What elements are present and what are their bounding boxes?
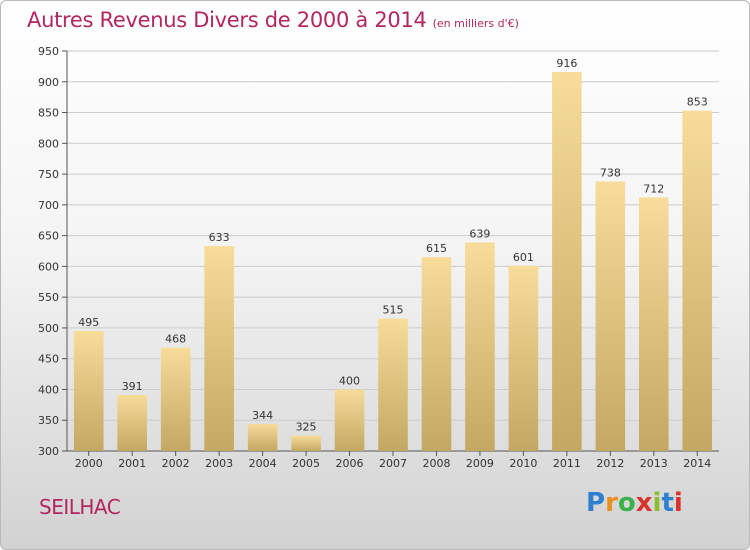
x-tick-label: 2003 — [205, 457, 233, 470]
bar — [117, 395, 147, 451]
y-tick-label: 900 — [38, 76, 59, 89]
data-label: 712 — [643, 182, 664, 195]
data-label: 468 — [165, 333, 186, 346]
y-tick-label: 600 — [38, 260, 59, 273]
data-label: 639 — [469, 227, 490, 240]
x-tick-label: 2007 — [379, 457, 407, 470]
x-tick-label: 2009 — [466, 457, 494, 470]
chart-unit-text: (en milliers d'€) — [432, 17, 519, 30]
data-label: 515 — [383, 304, 404, 317]
bar — [465, 242, 495, 451]
logo-letter: r — [605, 488, 618, 518]
labels: 300 350 400 450 500 550 600 650 700 750 800 850 900 9… — [38, 45, 711, 470]
chart-title-text: Autres Revenus Divers de 2000 à 2014 — [27, 8, 427, 32]
bar — [291, 435, 321, 451]
x-tick-label: 2004 — [249, 457, 277, 470]
bars — [73, 71, 713, 451]
x-tick-label: 2014 — [683, 457, 711, 470]
data-label: 853 — [687, 96, 708, 109]
data-label: 615 — [426, 242, 447, 255]
data-label: 400 — [339, 374, 360, 387]
data-label: 325 — [296, 421, 317, 434]
logo-letter: i — [652, 488, 662, 518]
bar — [682, 110, 713, 451]
y-tick-label: 550 — [38, 291, 59, 304]
y-tick-label: 450 — [38, 353, 59, 366]
bar — [73, 331, 104, 451]
y-tick-label: 950 — [38, 45, 59, 58]
data-label: 738 — [600, 166, 621, 179]
y-tick-label: 850 — [38, 107, 59, 120]
y-tick-label: 350 — [38, 414, 59, 427]
x-tick-label: 2002 — [162, 457, 190, 470]
bar — [508, 265, 539, 451]
bar — [378, 318, 408, 451]
data-label: 601 — [513, 251, 534, 264]
x-tick-label: 2006 — [336, 457, 364, 470]
x-tick-label: 2008 — [422, 457, 450, 470]
y-tick-label: 700 — [38, 199, 59, 212]
y-tick-label: 650 — [38, 230, 59, 243]
logo-letter: o — [617, 488, 636, 518]
commune-name: SEILHAC — [39, 495, 121, 519]
bar — [421, 257, 452, 451]
bar — [552, 71, 582, 451]
x-tick-label: 2013 — [640, 457, 668, 470]
data-label: 344 — [252, 409, 273, 422]
bar — [639, 197, 669, 451]
y-tick-label: 300 — [38, 445, 59, 458]
logo-letter: i — [673, 488, 683, 518]
y-tick-label: 400 — [38, 383, 59, 396]
data-label: 916 — [556, 57, 577, 70]
x-tick-label: 2001 — [118, 457, 146, 470]
x-tick-label: 2010 — [509, 457, 537, 470]
logo-letter: P — [586, 488, 606, 518]
y-tick-label: 500 — [38, 322, 59, 335]
data-label: 633 — [209, 231, 230, 244]
x-tick-label: 2011 — [553, 457, 581, 470]
chart-title: Autres Revenus Divers de 2000 à 2014 (en … — [27, 8, 519, 32]
logo-letter: x — [635, 488, 653, 518]
data-label: 391 — [122, 380, 143, 393]
data-label: 495 — [78, 316, 99, 329]
bar — [334, 389, 365, 451]
bar — [204, 246, 234, 451]
bar — [160, 347, 191, 451]
bar — [595, 181, 626, 451]
proxiti-logo[interactable]: Proxiti — [586, 488, 683, 518]
x-tick-label: 2012 — [596, 457, 624, 470]
y-tick-label: 800 — [38, 137, 59, 150]
x-tick-label: 2005 — [292, 457, 320, 470]
bar — [247, 423, 278, 451]
y-tick-label: 750 — [38, 168, 59, 181]
logo-letter: t — [661, 488, 674, 518]
x-tick-label: 2000 — [75, 457, 103, 470]
